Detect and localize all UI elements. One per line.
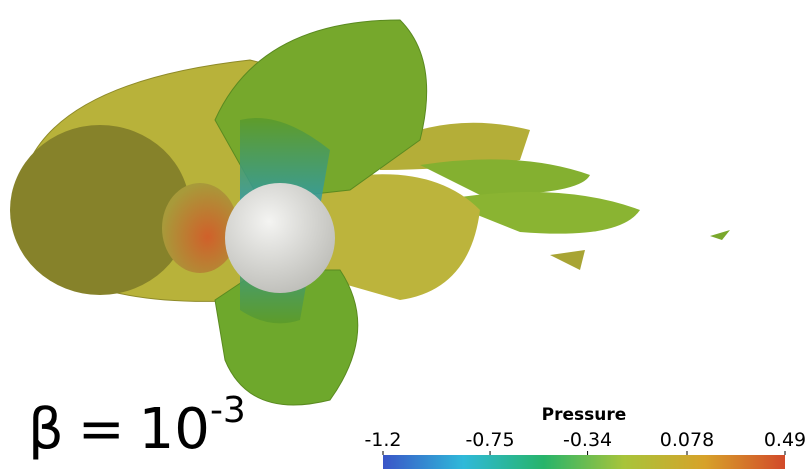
- colorbar-title: Pressure: [542, 405, 627, 425]
- colorbar: -1.2 -0.75 -0.34 0.078 0.49: [364, 429, 806, 469]
- colorbar-ramp: [383, 455, 785, 469]
- sphere: [225, 183, 335, 293]
- tube-opening: [10, 125, 190, 295]
- fragment: [550, 250, 585, 270]
- parameter-label: β=10-3: [28, 390, 246, 462]
- tick-label: -0.34: [563, 429, 612, 451]
- fragment: [710, 230, 730, 240]
- tick-label: -0.75: [465, 429, 514, 451]
- flow-scene: [10, 20, 730, 405]
- tick-label: 0.49: [764, 429, 806, 451]
- base: 10: [139, 397, 210, 462]
- operator: =: [78, 397, 125, 462]
- wake-lobe: [330, 174, 480, 300]
- exponent: -3: [210, 390, 246, 431]
- figure: β=10-3 Pressure -1.2 -0.75 -0.34 0.078 0.49: [0, 0, 812, 469]
- tick-label: 0.078: [660, 429, 714, 451]
- symbol: β: [28, 397, 64, 462]
- tick-label: -1.2: [364, 429, 401, 451]
